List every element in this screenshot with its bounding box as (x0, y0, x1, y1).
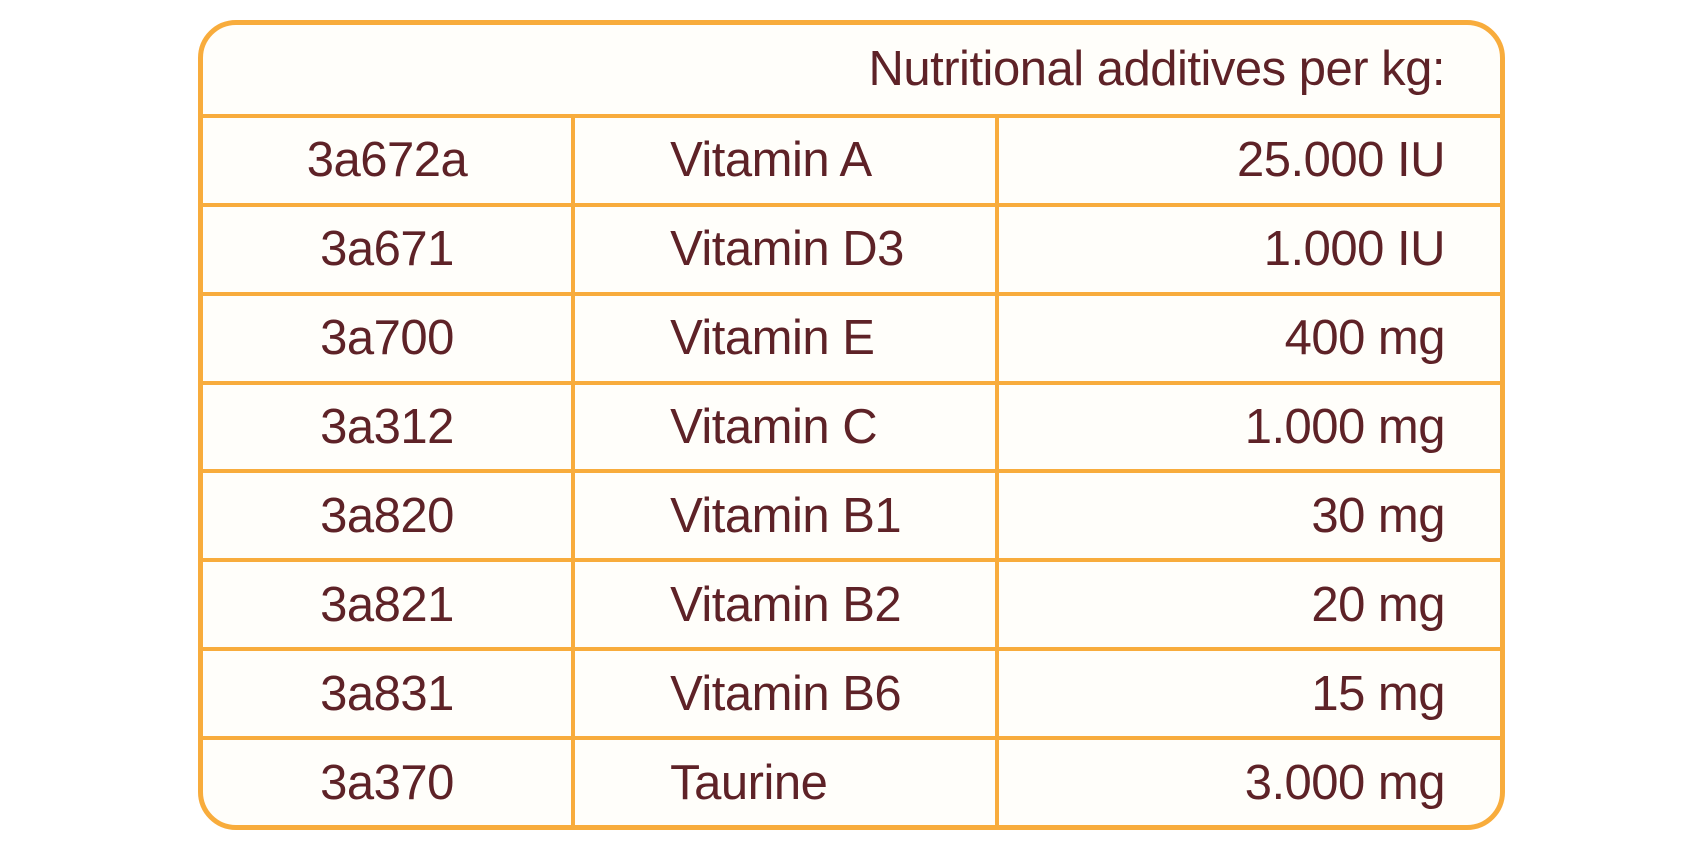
additive-name: Vitamin B6 (575, 647, 999, 737)
additive-code: 3a700 (203, 291, 576, 381)
additive-amount: 20 mg (998, 558, 1500, 647)
additive-code: 3a831 (203, 647, 576, 737)
additive-amount: 1.000 mg (998, 380, 1500, 470)
additive-name: Vitamin C (575, 380, 999, 470)
additive-code: 3a821 (203, 558, 576, 648)
nutritional-additives-table: Nutritional additives per kg: 3a672a Vit… (198, 20, 1505, 830)
additive-code: 3a820 (203, 469, 576, 559)
additive-name: Vitamin D3 (575, 202, 999, 292)
additive-name: Vitamin B1 (575, 469, 999, 559)
additive-name: Vitamin E (575, 291, 999, 381)
additive-name: Vitamin A (575, 113, 999, 203)
table-header-title: Nutritional additives per kg: (868, 42, 1445, 97)
additive-amount: 1.000 IU (998, 202, 1500, 292)
additive-amount: 3.000 mg (998, 736, 1500, 825)
additive-code: 3a672a (203, 113, 576, 203)
additive-code: 3a312 (203, 380, 576, 470)
additive-amount: 30 mg (998, 469, 1500, 558)
additive-amount: 400 mg (998, 291, 1500, 381)
additive-code: 3a671 (203, 202, 576, 292)
additive-name: Taurine (575, 736, 999, 825)
additive-code: 3a370 (203, 736, 576, 825)
additive-name: Vitamin B2 (575, 558, 999, 648)
additive-amount: 25.000 IU (998, 113, 1500, 203)
additive-amount: 15 mg (998, 647, 1500, 736)
